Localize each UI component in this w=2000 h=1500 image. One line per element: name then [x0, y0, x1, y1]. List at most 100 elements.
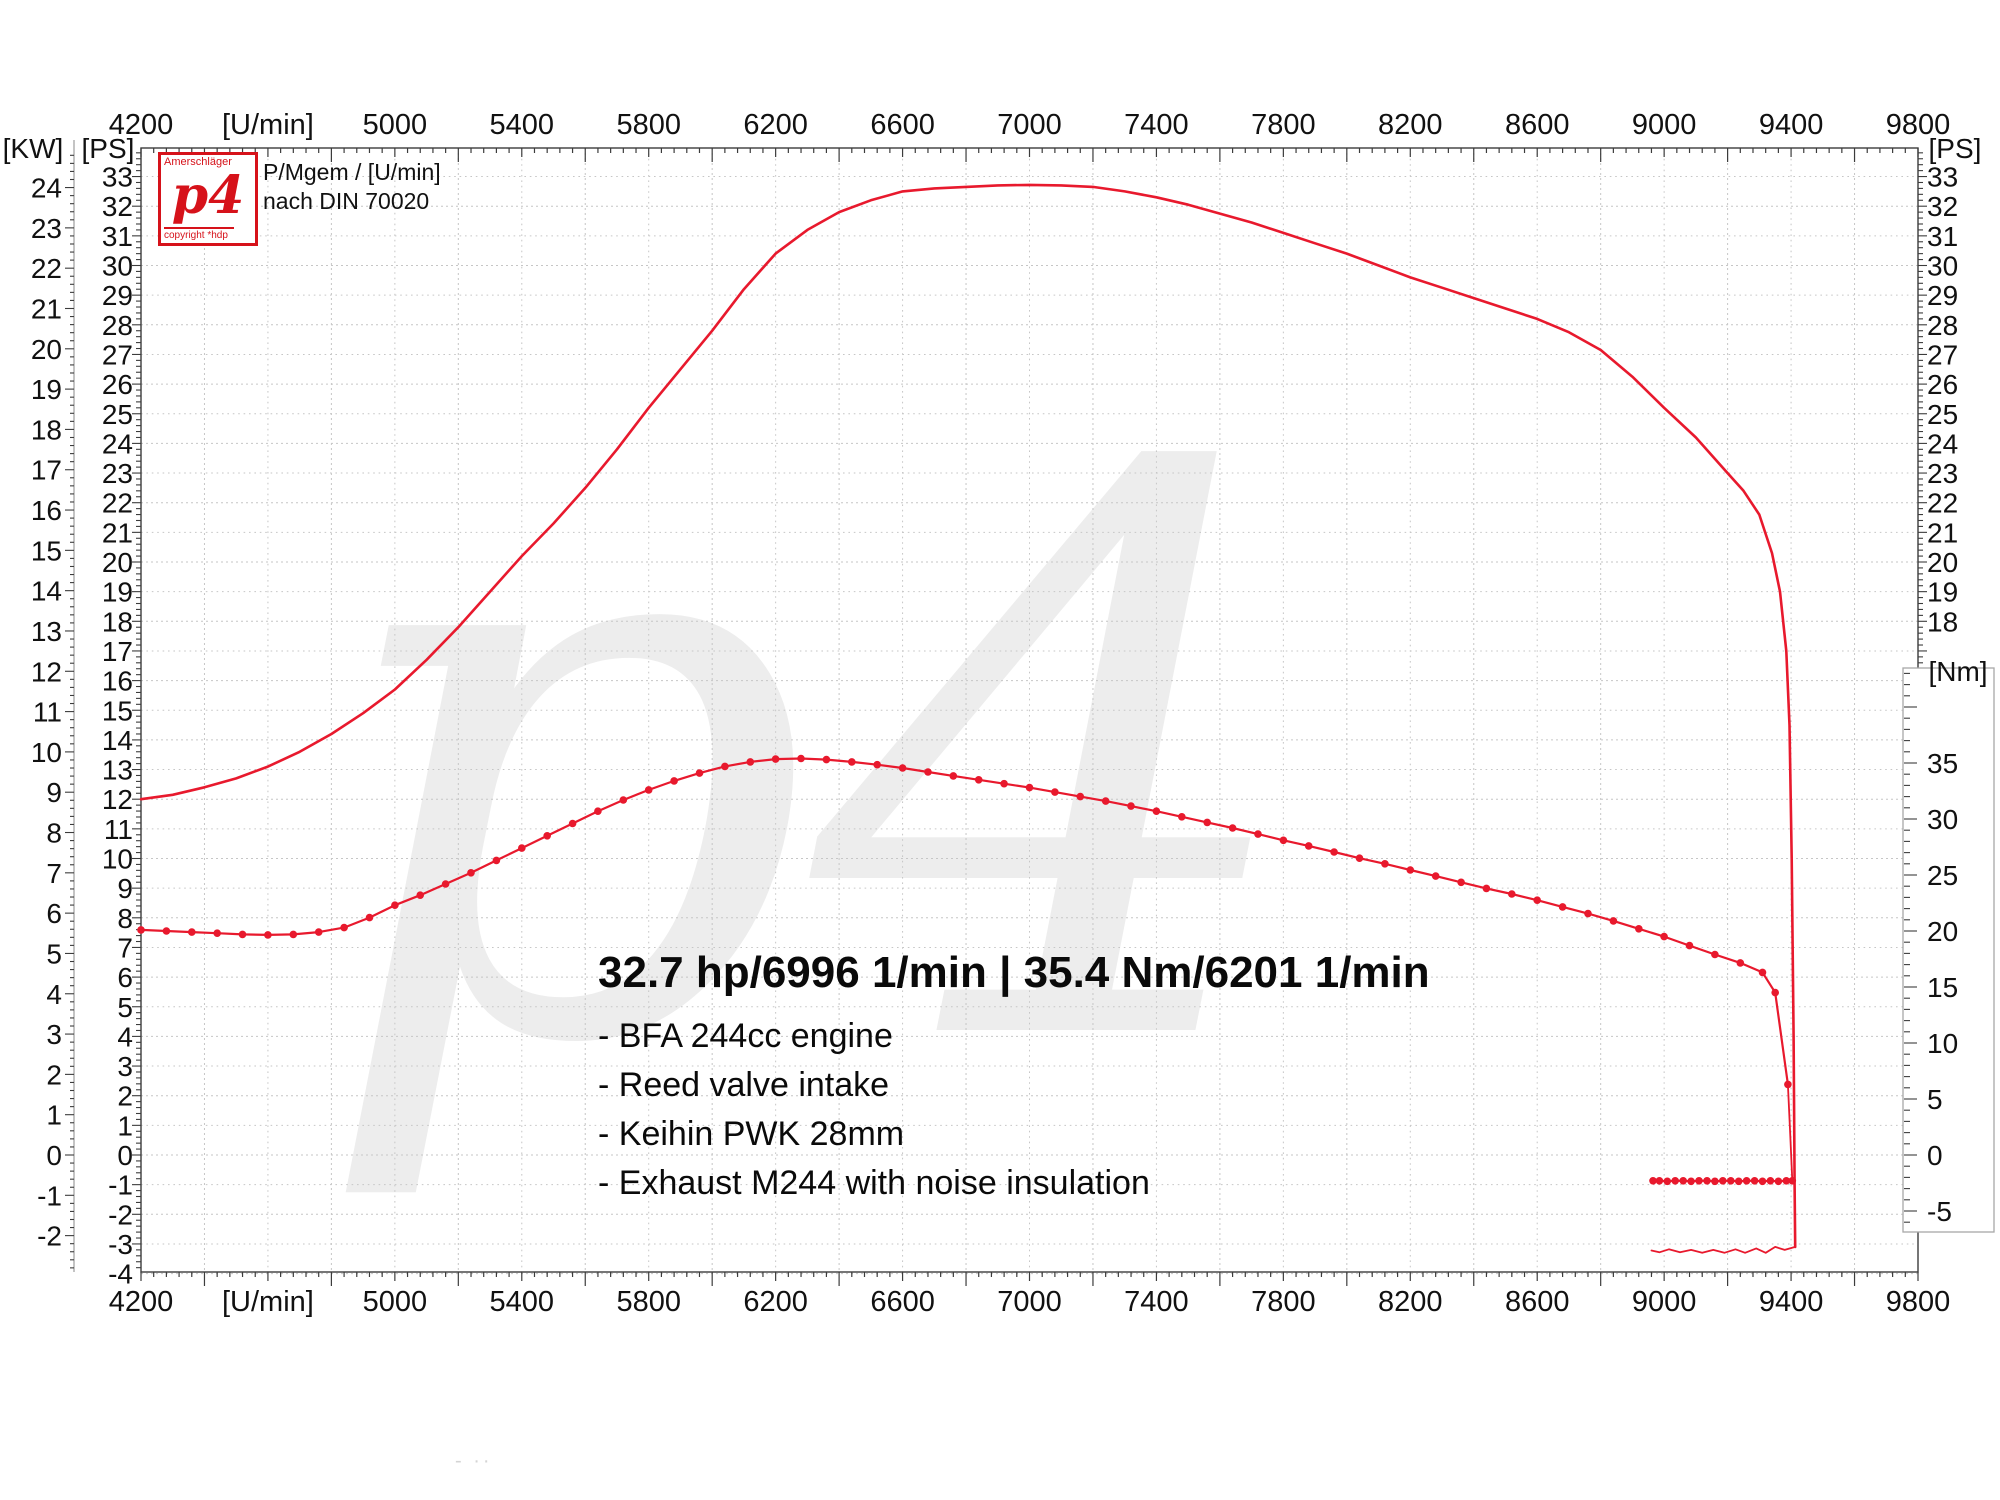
scan-artifact: - ··	[455, 1450, 493, 1472]
svg-text:6: 6	[117, 962, 133, 993]
svg-text:19: 19	[31, 374, 62, 405]
svg-text:6600: 6600	[870, 109, 935, 141]
svg-text:0: 0	[1927, 1140, 1943, 1171]
svg-text:[PS]: [PS]	[1929, 133, 1982, 164]
svg-text:7: 7	[46, 858, 62, 889]
nm-axis: 35 30 25 20 15 10 5 0 -5 [Nm]	[1902, 656, 1995, 1233]
svg-text:20: 20	[102, 547, 133, 578]
svg-text:26: 26	[102, 369, 133, 400]
torque-drop-curve	[1787, 1083, 1794, 1182]
brand-logo-copyright: copyright *hdp	[164, 227, 235, 241]
power-ps-curve	[139, 183, 1797, 1249]
svg-text:[Nm]: [Nm]	[1928, 656, 1987, 687]
svg-text:20: 20	[31, 334, 62, 365]
svg-text:26: 26	[1927, 369, 1958, 400]
svg-text:-3: -3	[108, 1229, 133, 1260]
setup-bullet-list: - BFA 244cc engine - Reed valve intake - K…	[598, 1012, 1430, 1208]
measurement-note-line2: nach DIN 70020	[263, 188, 430, 214]
svg-text:15: 15	[31, 535, 62, 566]
measurement-note: P/Mgem / [U/min] nach DIN 70020	[263, 158, 441, 216]
svg-text:22: 22	[31, 253, 62, 284]
svg-text:5000: 5000	[363, 1286, 428, 1318]
bullet-item: - BFA 244cc engine	[598, 1017, 893, 1055]
svg-text:1: 1	[46, 1100, 62, 1131]
svg-text:18: 18	[31, 414, 62, 445]
svg-text:29: 29	[102, 280, 133, 311]
svg-text:2: 2	[117, 1081, 133, 1112]
svg-text:10: 10	[31, 737, 62, 768]
svg-text:5800: 5800	[616, 109, 681, 141]
svg-text:-1: -1	[108, 1170, 133, 1201]
svg-text:[PS]: [PS]	[82, 133, 135, 164]
svg-text:12: 12	[31, 656, 62, 687]
svg-text:28: 28	[102, 310, 133, 341]
svg-text:32: 32	[102, 191, 133, 222]
svg-text:5000: 5000	[363, 109, 428, 141]
svg-text:7800: 7800	[1251, 109, 1316, 141]
svg-text:2: 2	[46, 1059, 62, 1090]
svg-text:10: 10	[1927, 1028, 1958, 1059]
svg-text:30: 30	[102, 251, 133, 282]
svg-text:5: 5	[1927, 1084, 1943, 1115]
svg-text:14: 14	[31, 576, 62, 607]
svg-text:20: 20	[1927, 547, 1958, 578]
svg-text:14: 14	[102, 725, 133, 756]
peak-results-title: 32.7 hp/6996 1/min | 35.4 Nm/6201 1/min	[598, 948, 1430, 997]
svg-text:21: 21	[102, 517, 133, 548]
svg-text:8200: 8200	[1378, 109, 1443, 141]
brand-logo: Amerschläger p4 copyright *hdp	[158, 152, 258, 246]
svg-text:10: 10	[102, 844, 133, 875]
svg-text:32: 32	[1927, 191, 1958, 222]
svg-text:-2: -2	[37, 1221, 62, 1252]
grid	[141, 148, 1918, 1275]
svg-text:5800: 5800	[616, 1286, 681, 1318]
bullet-item: - Reed valve intake	[598, 1066, 890, 1104]
svg-text:23: 23	[102, 458, 133, 489]
svg-text:6600: 6600	[870, 1286, 935, 1318]
svg-text:7000: 7000	[997, 109, 1062, 141]
svg-text:15: 15	[102, 695, 133, 726]
svg-text:8600: 8600	[1505, 1286, 1570, 1318]
svg-text:27: 27	[1927, 339, 1958, 370]
svg-text:-4: -4	[108, 1259, 133, 1290]
svg-text:5400: 5400	[490, 1286, 555, 1318]
svg-text:9400: 9400	[1759, 109, 1824, 141]
svg-text:7000: 7000	[997, 1286, 1062, 1318]
svg-text:11: 11	[33, 697, 62, 728]
svg-text:1: 1	[117, 1110, 133, 1141]
svg-text:23: 23	[1927, 458, 1958, 489]
svg-text:25: 25	[102, 399, 133, 430]
svg-text:4: 4	[46, 979, 62, 1010]
svg-text:[U/min]: [U/min]	[222, 1286, 314, 1318]
svg-text:8200: 8200	[1378, 1286, 1443, 1318]
svg-text:17: 17	[102, 636, 133, 667]
svg-text:9400: 9400	[1759, 1286, 1824, 1318]
svg-text:33: 33	[102, 162, 133, 193]
svg-text:12: 12	[102, 784, 133, 815]
svg-text:16: 16	[102, 666, 133, 697]
svg-text:4: 4	[117, 1021, 133, 1052]
svg-text:7800: 7800	[1251, 1286, 1316, 1318]
svg-text:5: 5	[117, 992, 133, 1023]
results-block: 32.7 hp/6996 1/min | 35.4 Nm/6201 1/min …	[598, 948, 1430, 1208]
svg-text:8600: 8600	[1505, 109, 1570, 141]
svg-text:23: 23	[31, 213, 62, 244]
x-axis-top: 4200 [U/min] 5000 5400 5800 6200 6600 7000 7400 7…	[109, 109, 1950, 162]
svg-text:28: 28	[1927, 310, 1958, 341]
kw-axis: 2423222120191817161514131211109876543210…	[3, 133, 75, 1272]
torque-return-curve	[1649, 1177, 1797, 1186]
svg-text:25: 25	[1927, 399, 1958, 430]
bullet-item: - Exhaust M244 with noise insulation	[598, 1164, 1150, 1202]
svg-text:21: 21	[31, 293, 62, 324]
svg-text:30: 30	[1927, 251, 1958, 282]
brand-logo-mark: p4	[171, 164, 245, 226]
svg-text:17: 17	[31, 455, 62, 486]
bullet-item: - Keihin PWK 28mm	[598, 1115, 905, 1153]
svg-text:8: 8	[117, 903, 133, 934]
svg-text:16: 16	[31, 495, 62, 526]
svg-text:6200: 6200	[743, 1286, 808, 1318]
svg-text:p4: p4	[312, 306, 1308, 1214]
svg-text:6200: 6200	[743, 109, 808, 141]
